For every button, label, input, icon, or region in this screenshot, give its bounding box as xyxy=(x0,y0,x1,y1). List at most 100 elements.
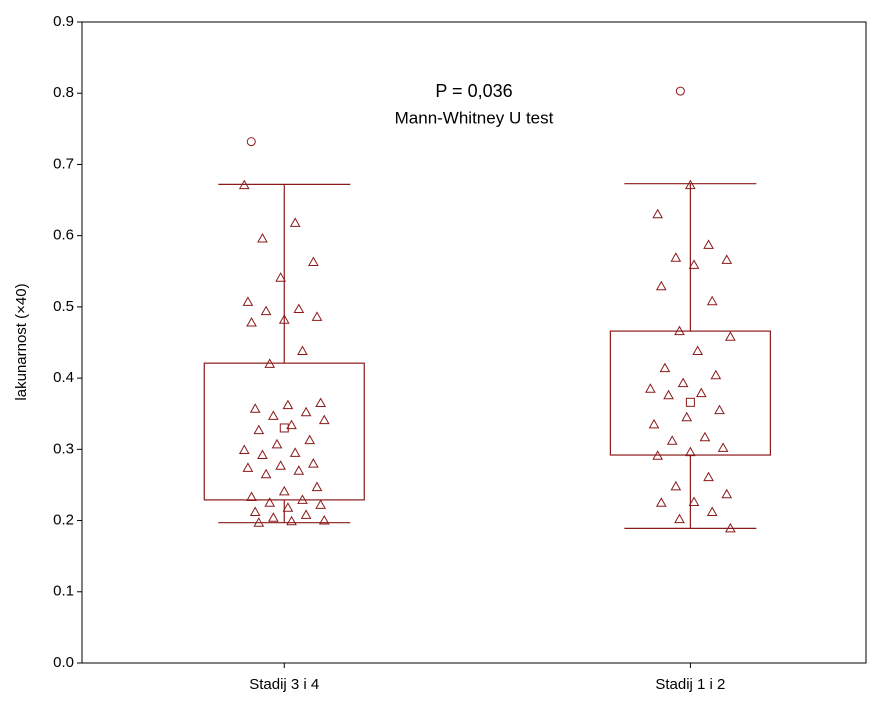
data-point xyxy=(315,397,326,408)
data-point xyxy=(260,468,272,479)
data-point xyxy=(670,480,682,491)
y-tick-label: 0.7 xyxy=(53,155,74,172)
data-point xyxy=(670,252,682,262)
data-point xyxy=(663,389,674,400)
data-point xyxy=(282,399,294,410)
data-point xyxy=(300,406,312,417)
outlier xyxy=(246,137,256,147)
data-point xyxy=(655,280,667,291)
data-point xyxy=(278,485,290,496)
data-point xyxy=(293,465,305,475)
data-point xyxy=(681,411,693,422)
data-point xyxy=(703,471,714,482)
data-point xyxy=(706,295,718,306)
data-point xyxy=(311,311,323,321)
y-tick-label: 0.1 xyxy=(53,583,74,600)
data-point xyxy=(725,331,736,341)
data-point xyxy=(238,444,250,455)
data-point xyxy=(297,494,308,504)
data-point xyxy=(293,303,305,314)
data-point xyxy=(685,446,696,457)
y-tick-label: 0.4 xyxy=(53,369,74,386)
data-point xyxy=(688,259,700,269)
data-point xyxy=(721,254,733,264)
data-point xyxy=(278,314,290,324)
data-point xyxy=(685,179,696,190)
data-point xyxy=(289,217,301,227)
data-point xyxy=(655,497,667,507)
data-point xyxy=(666,435,678,445)
data-point xyxy=(308,256,319,267)
data-point xyxy=(257,449,268,460)
data-point xyxy=(717,442,729,452)
data-point xyxy=(253,517,265,527)
data-point xyxy=(699,431,711,442)
data-point xyxy=(308,458,319,468)
data-point xyxy=(238,179,250,190)
data-point xyxy=(721,488,733,499)
data-point xyxy=(286,515,297,526)
mean xyxy=(685,397,695,407)
data-point xyxy=(257,232,268,243)
x-tick-label: Stadij 3 i 4 xyxy=(249,676,319,693)
data-point xyxy=(692,345,704,356)
data-point xyxy=(311,481,323,492)
y-tick-label: 0.2 xyxy=(53,512,74,529)
data-point xyxy=(725,522,736,533)
y-tick-label: 0.8 xyxy=(53,84,74,101)
data-point xyxy=(300,509,312,519)
data-point xyxy=(268,410,279,420)
data-point xyxy=(246,491,257,502)
data-point xyxy=(318,414,330,425)
data-point xyxy=(271,438,283,449)
data-point xyxy=(249,506,261,517)
y-tick-label: 0.3 xyxy=(53,440,74,457)
data-point xyxy=(710,369,722,380)
data-point xyxy=(264,358,276,368)
y-axis-label: lakunarnost (×40) xyxy=(13,283,30,400)
data-point xyxy=(652,208,664,219)
data-point xyxy=(242,462,254,472)
y-tick-label: 0.0 xyxy=(53,654,74,671)
data-point xyxy=(249,403,261,413)
y-tick-label: 0.5 xyxy=(53,298,74,315)
box xyxy=(203,362,365,501)
data-point xyxy=(659,362,671,373)
data-point xyxy=(264,497,276,507)
data-point xyxy=(253,424,265,435)
data-point xyxy=(703,239,714,249)
data-point xyxy=(260,305,272,316)
x-tick-label: Stadij 1 i 2 xyxy=(655,676,725,693)
outlier xyxy=(675,86,685,96)
data-point xyxy=(246,317,257,327)
data-point xyxy=(268,512,279,522)
box xyxy=(609,330,771,456)
data-point xyxy=(275,460,286,470)
data-point xyxy=(297,345,308,356)
plot-area xyxy=(81,21,867,664)
y-tick-label: 0.6 xyxy=(53,227,74,244)
data-point xyxy=(286,419,297,430)
data-point xyxy=(677,377,689,388)
data-point xyxy=(706,506,718,517)
data-point xyxy=(645,383,656,393)
data-point xyxy=(652,450,664,460)
data-point xyxy=(674,513,685,524)
data-point xyxy=(695,387,707,398)
mean xyxy=(279,423,289,433)
data-point xyxy=(648,418,660,429)
data-point xyxy=(714,404,725,415)
data-point xyxy=(315,499,326,509)
annotation: Mann-Whitney U test xyxy=(395,108,554,127)
annotation: P = 0,036 xyxy=(435,81,512,101)
y-tick-label: 0.9 xyxy=(53,13,74,30)
data-point xyxy=(688,496,700,507)
data-point xyxy=(289,447,301,457)
data-point xyxy=(282,502,294,512)
data-point xyxy=(304,434,316,445)
data-point xyxy=(674,325,685,336)
data-point xyxy=(242,296,254,306)
data-point xyxy=(275,272,286,282)
data-point xyxy=(318,515,330,525)
